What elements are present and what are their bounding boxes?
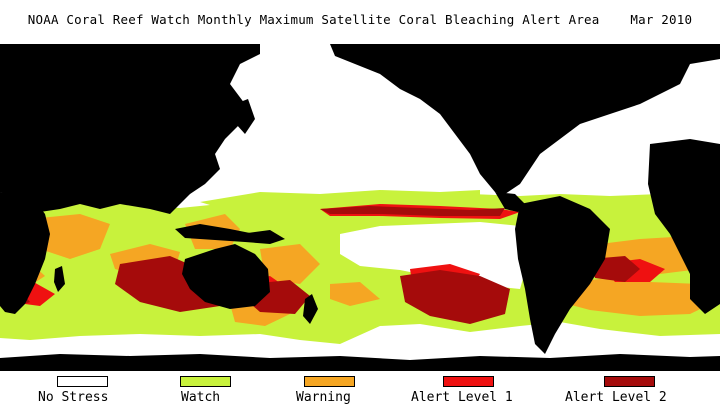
legend-label-alert-level-1: Alert Level 1 [411, 390, 513, 405]
new-guinea [240, 230, 285, 244]
india [110, 139, 150, 202]
new-zealand [303, 294, 318, 324]
central-america [495, 192, 525, 212]
australia [182, 244, 270, 309]
southeast-asia [160, 149, 200, 199]
legend-swatch-watch [180, 376, 231, 387]
antarctica [0, 354, 720, 371]
south-america [515, 196, 610, 354]
madagascar [54, 266, 65, 292]
map-title: NOAA Coral Reef Watch Monthly Maximum Sa… [27, 12, 693, 27]
legend-swatch-alert-level-2 [604, 376, 655, 387]
legend-label-warning: Warning [296, 390, 351, 405]
legend-label-watch: Watch [181, 390, 221, 405]
legend-label-alert-level-2: Alert Level 2 [565, 390, 667, 405]
africa [0, 192, 50, 314]
indonesia [175, 224, 255, 242]
north-america [330, 44, 720, 194]
legend-swatch-alert-level-1 [443, 376, 494, 387]
japan [235, 99, 255, 134]
greenland [600, 44, 690, 79]
world-map [0, 44, 720, 371]
legend-swatch-no-stress [57, 376, 108, 387]
legend-swatch-warning [304, 376, 355, 387]
africa-east [648, 139, 720, 314]
legend-label-no-stress: No Stress [38, 390, 109, 405]
land-masses [0, 44, 720, 371]
